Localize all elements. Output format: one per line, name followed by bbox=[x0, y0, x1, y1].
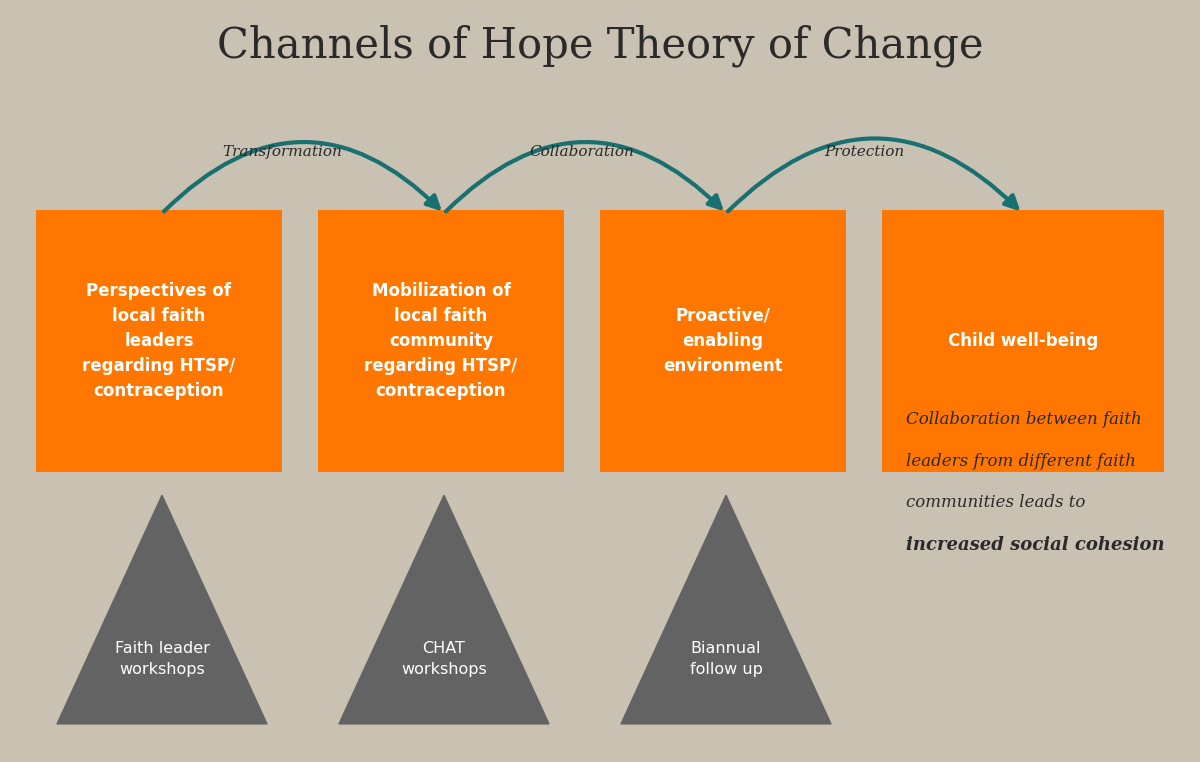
Text: Mobilization of
local faith
community
regarding HTSP/
contraception: Mobilization of local faith community re… bbox=[365, 282, 517, 400]
Text: leaders from different faith: leaders from different faith bbox=[906, 453, 1136, 469]
Text: Faith leader
workshops: Faith leader workshops bbox=[114, 641, 210, 677]
Text: Channels of Hope Theory of Change: Channels of Hope Theory of Change bbox=[217, 24, 983, 67]
Polygon shape bbox=[338, 495, 550, 724]
Text: Protection: Protection bbox=[824, 146, 904, 159]
Text: Perspectives of
local faith
leaders
regarding HTSP/
contraception: Perspectives of local faith leaders rega… bbox=[83, 282, 235, 400]
Text: Collaboration: Collaboration bbox=[529, 146, 635, 159]
FancyBboxPatch shape bbox=[600, 210, 846, 472]
Text: Biannual
follow up: Biannual follow up bbox=[690, 641, 762, 677]
Polygon shape bbox=[622, 495, 830, 724]
Text: Transformation: Transformation bbox=[222, 146, 342, 159]
Text: increased social cohesion: increased social cohesion bbox=[906, 536, 1165, 554]
Text: Collaboration between faith: Collaboration between faith bbox=[906, 411, 1141, 427]
Text: communities leads to: communities leads to bbox=[906, 495, 1085, 511]
Polygon shape bbox=[58, 495, 266, 724]
Text: Proactive/
enabling
environment: Proactive/ enabling environment bbox=[664, 307, 782, 375]
FancyBboxPatch shape bbox=[318, 210, 564, 472]
FancyBboxPatch shape bbox=[36, 210, 282, 472]
Text: Child well-being: Child well-being bbox=[948, 332, 1098, 350]
Text: CHAT
workshops: CHAT workshops bbox=[401, 641, 487, 677]
FancyBboxPatch shape bbox=[882, 210, 1164, 472]
